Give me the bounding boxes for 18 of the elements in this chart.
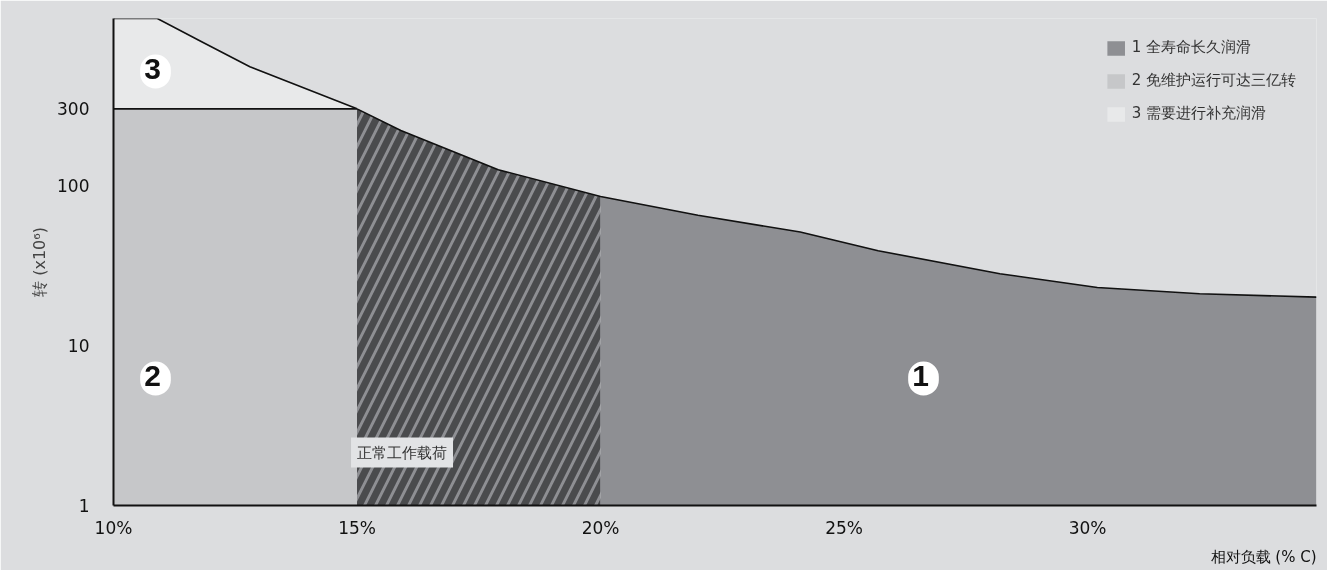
y-tick-label: 100 xyxy=(57,175,90,196)
legend-label: 2 免维护运行可达三亿转 xyxy=(1131,71,1296,90)
legend-label: 3 需要进行补充润滑 xyxy=(1131,104,1266,123)
y-tick-label: 10 xyxy=(67,335,90,356)
annotation: 1 xyxy=(912,358,929,392)
annotation: 3 xyxy=(144,51,161,85)
x-tick-label: 15% xyxy=(338,517,376,538)
band-label: 正常工作载荷 xyxy=(357,443,448,462)
annotation: 2 xyxy=(144,358,161,392)
y-axis-title: 转 (x10⁶) xyxy=(30,227,50,297)
x-tick-label: 20% xyxy=(581,517,620,538)
x-tick-label: 10% xyxy=(94,517,133,538)
x-tick-label: 25% xyxy=(825,517,863,538)
x-axis-title: 相对负载 (% C) xyxy=(1210,547,1317,566)
y-tick-label: 1 xyxy=(78,496,90,516)
x-tick-label: 30% xyxy=(1068,517,1107,538)
legend-label: 1 全寿命长久润滑 xyxy=(1131,38,1251,57)
y-tick-label: 300 xyxy=(57,99,90,120)
